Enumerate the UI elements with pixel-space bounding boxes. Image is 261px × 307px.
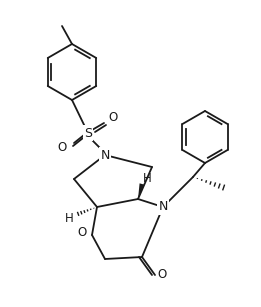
- Text: S: S: [84, 126, 92, 139]
- Text: O: O: [157, 269, 167, 282]
- Text: N: N: [158, 200, 168, 213]
- Text: O: O: [57, 141, 67, 154]
- Polygon shape: [138, 183, 144, 199]
- Text: O: O: [108, 111, 118, 123]
- Text: H: H: [65, 212, 73, 224]
- Text: H: H: [143, 173, 151, 185]
- Text: O: O: [77, 226, 87, 239]
- Text: N: N: [100, 149, 110, 161]
